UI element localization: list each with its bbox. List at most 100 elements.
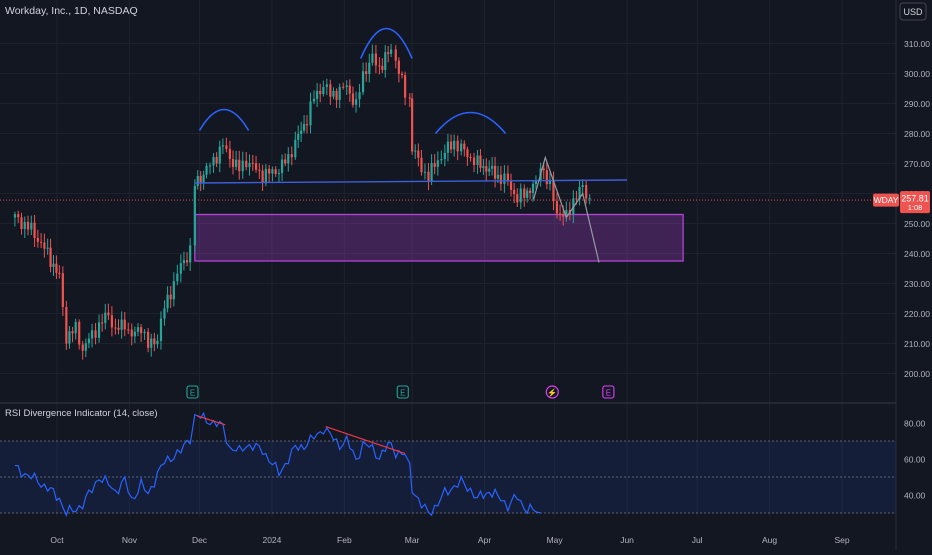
candle-body xyxy=(150,338,153,348)
candle xyxy=(277,168,281,183)
candle xyxy=(342,82,345,90)
candle-body xyxy=(440,159,443,161)
candle-body xyxy=(94,330,97,338)
candle xyxy=(13,211,17,227)
candle xyxy=(361,62,365,96)
price-tick-label: 270.00 xyxy=(904,159,930,169)
candle-body xyxy=(40,241,43,243)
candle xyxy=(578,180,581,206)
candle xyxy=(147,327,150,353)
candle xyxy=(114,318,117,335)
candle-body xyxy=(322,87,325,95)
candle-body xyxy=(254,163,258,170)
candle xyxy=(387,45,390,63)
candle xyxy=(513,183,516,204)
candle xyxy=(531,180,535,202)
candle-body xyxy=(575,198,578,200)
rsi-tick-label: 60.00 xyxy=(904,455,926,465)
candle xyxy=(456,135,459,161)
candle-body xyxy=(185,260,189,263)
candle xyxy=(463,140,466,157)
neckline xyxy=(194,179,628,184)
candle-body xyxy=(30,222,33,230)
candle xyxy=(55,255,58,279)
candle-body xyxy=(84,343,87,351)
candle xyxy=(179,254,182,283)
candle-body xyxy=(519,188,522,203)
candle-body xyxy=(143,331,146,334)
candle xyxy=(193,179,196,253)
candle-body xyxy=(235,159,238,167)
last-price-tag: WDAY 257.81 1:08 xyxy=(873,191,930,214)
candle xyxy=(221,138,224,155)
candle-body xyxy=(271,169,274,174)
candle xyxy=(491,157,494,176)
candle xyxy=(516,188,519,208)
candle xyxy=(271,166,274,182)
candle xyxy=(411,93,414,155)
candle-body xyxy=(555,201,559,214)
price-tick-label: 300.00 xyxy=(904,69,930,79)
candle xyxy=(585,180,588,204)
candle-body xyxy=(371,53,374,63)
candle-body xyxy=(552,180,555,202)
candle-body xyxy=(482,166,485,168)
candle xyxy=(20,212,23,235)
candle xyxy=(123,312,126,337)
candle xyxy=(30,215,33,236)
pattern-arc xyxy=(434,111,507,135)
rsi-tick-label: 80.00 xyxy=(904,419,926,429)
currency-button[interactable]: USD xyxy=(899,2,927,21)
candle xyxy=(316,83,319,107)
candle-body xyxy=(542,168,545,171)
candle xyxy=(588,194,591,205)
candle-body xyxy=(446,141,450,153)
time-tick-label: Feb xyxy=(337,535,352,545)
candle xyxy=(150,333,153,357)
candle xyxy=(449,134,453,154)
candle xyxy=(185,252,189,267)
earnings-marker-glyph: E xyxy=(400,389,405,398)
candle-body xyxy=(414,150,417,152)
candle xyxy=(319,83,322,103)
candle-body xyxy=(389,49,393,54)
candle xyxy=(534,175,538,189)
candle xyxy=(348,79,351,102)
candle xyxy=(389,44,393,58)
candle xyxy=(469,153,472,162)
event-marker-earnings: E xyxy=(396,385,409,399)
candle xyxy=(466,146,469,166)
target-zone-box xyxy=(194,213,684,262)
candle xyxy=(294,131,297,160)
candle-body xyxy=(358,92,361,100)
candle xyxy=(503,165,506,193)
candle xyxy=(300,121,303,142)
candle-body xyxy=(472,157,476,166)
candle-body xyxy=(368,62,371,74)
candle-body xyxy=(378,65,381,67)
candle-body xyxy=(499,174,502,184)
candle-body xyxy=(387,52,390,54)
candle xyxy=(235,150,238,171)
candle-body xyxy=(342,86,345,88)
candle-body xyxy=(479,155,482,168)
candle-body xyxy=(189,245,192,263)
rsi-indicator-title: RSI Divergence Indicator (14, close) xyxy=(5,408,158,419)
time-tick-label: Jun xyxy=(620,535,634,545)
candle-body xyxy=(156,340,159,345)
candle xyxy=(325,78,328,96)
candle xyxy=(17,210,20,223)
candle xyxy=(189,237,192,272)
candle xyxy=(182,251,186,271)
event-marker-earnings: E xyxy=(186,385,199,399)
candle-body xyxy=(49,247,52,267)
candles xyxy=(13,44,591,360)
candle-body xyxy=(110,315,114,328)
candle-body xyxy=(140,327,143,334)
candle xyxy=(268,165,271,182)
candle-body xyxy=(436,160,439,167)
candle-body xyxy=(245,160,248,168)
price-tick-label: 280.00 xyxy=(904,129,930,139)
